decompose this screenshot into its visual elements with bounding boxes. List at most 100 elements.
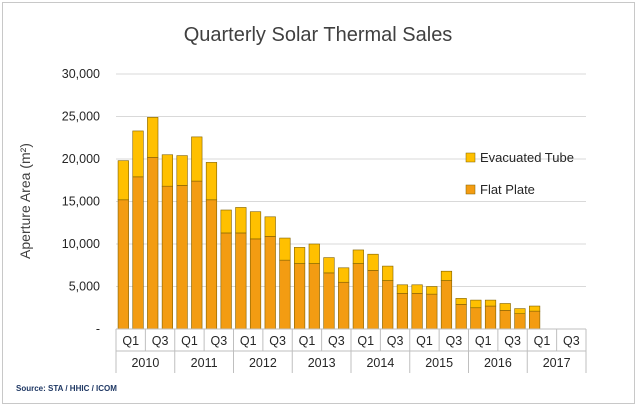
source-note: Source: STA / HHIC / ICOM [16, 384, 117, 393]
bar-flat-plate [308, 263, 320, 330]
bar-evacuated-tube [499, 303, 511, 311]
y-tick-label: - [96, 322, 100, 336]
bar-flat-plate [161, 185, 173, 330]
y-tick-label: 20,000 [62, 152, 100, 166]
chart-title: Quarterly Solar Thermal Sales [184, 24, 453, 46]
bar-flat-plate [117, 199, 129, 330]
bar-evacuated-tube [294, 247, 306, 264]
bar-evacuated-tube [484, 299, 497, 307]
bar-flat-plate [426, 293, 438, 330]
bar-evacuated-tube [529, 305, 541, 312]
bar-evacuated-tube [338, 267, 350, 283]
x-axis: Q1 Q3 Q1 Q3 Q1 Q3 Q1 Q3 Q1 Q3 Q1 Q3 Q1 Q3 Q1 Q3 2010 2011… [115, 328, 587, 373]
bar-flat-plate [235, 232, 247, 330]
bar-evacuated-tube [470, 299, 482, 309]
bar-flat-plate [294, 263, 306, 330]
bar-evacuated-tube [455, 298, 467, 305]
x-tick-label: Q1 [357, 334, 374, 348]
x-tick-label: Q1 [299, 334, 316, 348]
bar-flat-plate [455, 304, 467, 330]
x-tick-label: Q3 [504, 334, 521, 348]
y-tick-label: 10,000 [62, 237, 100, 251]
bar-flat-plate [396, 292, 408, 330]
x-tick-label: Q3 [563, 334, 580, 348]
y-tick-label: 25,000 [62, 110, 100, 124]
year-label: 2015 [425, 356, 453, 370]
x-tick-label: Q1 [475, 334, 492, 348]
bar-flat-plate [529, 310, 541, 330]
bar-flat-plate [352, 263, 364, 330]
year-label: 2012 [249, 356, 277, 370]
year-label: 2014 [366, 356, 394, 370]
bar-evacuated-tube [147, 117, 159, 158]
y-tick-label: 15,000 [62, 195, 100, 209]
bar-flat-plate [499, 309, 511, 330]
bar-flat-plate [323, 272, 335, 330]
bar-evacuated-tube [235, 207, 247, 234]
bar-evacuated-tube [117, 160, 129, 201]
bar-flat-plate [191, 180, 203, 330]
legend: Evacuated Tube Flat Plate [465, 150, 574, 197]
year-label: 2013 [308, 356, 336, 370]
chart-frame [2, 2, 635, 404]
bar-evacuated-tube [264, 216, 276, 237]
year-label: 2016 [484, 356, 512, 370]
x-tick-label: Q3 [269, 334, 286, 348]
legend-swatch [465, 152, 476, 163]
x-tick-label: Q1 [181, 334, 198, 348]
y-axis-label: Aperture Area (m²) [17, 143, 33, 259]
bar-evacuated-tube [132, 130, 144, 178]
bar-flat-plate [440, 280, 453, 330]
bar-evacuated-tube [161, 154, 173, 187]
bar-evacuated-tube [205, 162, 218, 201]
bar-evacuated-tube [308, 243, 320, 264]
x-tick-label: Q3 [387, 334, 404, 348]
bar-flat-plate [484, 305, 497, 330]
x-tick-label: Q3 [328, 334, 345, 348]
bar-evacuated-tube [279, 237, 291, 261]
bars [117, 117, 541, 330]
y-tick-label: 5,000 [69, 280, 100, 294]
bar-evacuated-tube [367, 253, 379, 271]
y-tick-label: 30,000 [62, 67, 100, 81]
year-label: 2011 [191, 356, 218, 370]
bar-evacuated-tube [396, 284, 408, 294]
bar-flat-plate [132, 176, 144, 330]
bar-flat-plate [411, 292, 423, 330]
bar-evacuated-tube [191, 136, 203, 182]
x-tick-label: Q3 [152, 334, 169, 348]
bar-evacuated-tube [382, 265, 394, 281]
bar-evacuated-tube [426, 286, 438, 295]
bar-evacuated-tube [352, 249, 364, 264]
bar-flat-plate [176, 185, 188, 330]
bar-evacuated-tube [514, 308, 526, 315]
bar-flat-plate [205, 199, 218, 330]
legend-label: Evacuated Tube [480, 150, 574, 165]
bar-flat-plate [382, 280, 394, 330]
y-axis: - 5,000 10,000 15,000 20,000 25,000 30,000 [62, 67, 100, 336]
year-label: 2010 [131, 356, 159, 370]
x-tick-label: Q3 [210, 334, 227, 348]
bar-evacuated-tube [411, 284, 423, 294]
bar-evacuated-tube [249, 211, 262, 240]
legend-swatch [465, 184, 476, 195]
bar-flat-plate [367, 270, 379, 330]
bar-evacuated-tube [220, 209, 232, 234]
x-tick-label: Q3 [445, 334, 462, 348]
bar-flat-plate [220, 232, 232, 330]
bar-flat-plate [264, 236, 276, 330]
x-tick-label: Q1 [122, 334, 139, 348]
x-tick-label: Q1 [240, 334, 257, 348]
bar-evacuated-tube [323, 257, 335, 274]
bar-flat-plate [470, 307, 482, 330]
bar-evacuated-tube [440, 270, 453, 281]
bar-flat-plate [279, 259, 291, 330]
x-tick-label: Q1 [416, 334, 433, 348]
bar-flat-plate [147, 157, 159, 330]
bar-flat-plate [338, 281, 350, 330]
legend-label: Flat Plate [480, 182, 535, 197]
bar-evacuated-tube [176, 155, 188, 186]
x-tick-label: Q1 [534, 334, 551, 348]
bar-flat-plate [514, 313, 526, 330]
